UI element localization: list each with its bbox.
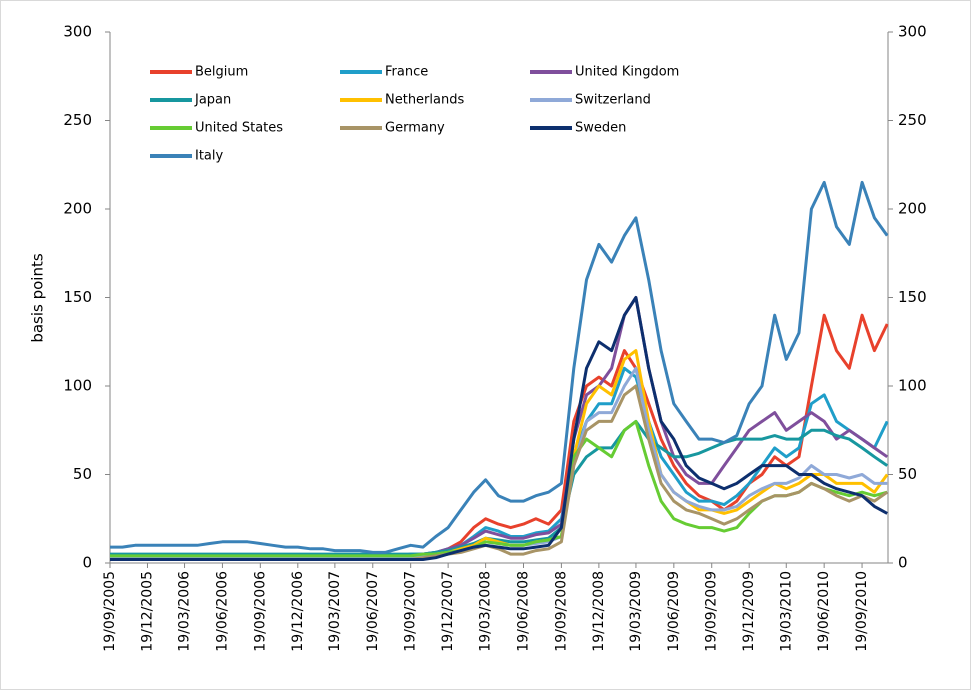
x-tick-label: 19/12/2009	[741, 571, 757, 652]
series-line	[110, 419, 889, 556]
x-tick-label: 19/09/2006	[252, 571, 268, 652]
x-tick-label: 19/06/2010	[816, 571, 832, 652]
series-line	[110, 296, 888, 561]
x-tick-label: 19/09/2008	[553, 571, 569, 652]
x-tick-label: 19/09/2005	[102, 571, 118, 652]
x-tick-label: 19/03/2010	[778, 571, 794, 652]
x-tick-label: 19/03/2008	[478, 571, 494, 652]
x-tick-label: 19/12/2007	[440, 571, 456, 652]
y-tick-label: 150	[63, 288, 92, 306]
x-tick-label: 19/06/2009	[666, 571, 682, 652]
y2-tick-label: 150	[898, 288, 927, 306]
x-tick-label: 19/03/2006	[177, 571, 193, 652]
y-tick-label: 0	[82, 554, 92, 572]
x-tick-label: 19/09/2010	[854, 571, 870, 652]
legend-label: France	[385, 65, 428, 80]
x-tick-label: 19/09/2007	[403, 571, 419, 652]
legend-label: Netherlands	[385, 93, 464, 108]
legend-label: Japan	[194, 93, 231, 108]
y2-tick-label: 300	[898, 23, 927, 41]
legend-label: United Kingdom	[575, 65, 679, 80]
legend-label: Sweden	[575, 121, 626, 136]
legend-label: Belgium	[195, 65, 248, 80]
x-tick-label: 19/03/2009	[628, 571, 644, 652]
x-tick-label: 19/09/2009	[704, 571, 720, 652]
legend-label: Germany	[385, 121, 445, 136]
y-tick-label: 200	[63, 200, 92, 218]
legend-label: United States	[195, 121, 283, 136]
x-tick-label: 19/06/2006	[214, 571, 230, 652]
legend-label: Switzerland	[575, 93, 651, 108]
legend-label: Italy	[195, 149, 224, 164]
x-tick-label: 19/06/2007	[365, 571, 381, 652]
y-tick-label: 50	[73, 465, 92, 483]
x-tick-label: 19/12/2005	[139, 571, 155, 652]
y2-tick-label: 250	[898, 111, 927, 129]
x-tick-label: 19/12/2006	[290, 571, 306, 652]
x-tick-label: 19/06/2008	[516, 571, 532, 652]
y2-tick-label: 100	[898, 377, 927, 395]
y-axis-label: basis points	[29, 253, 47, 343]
x-tick-label: 19/03/2007	[327, 571, 343, 652]
y2-tick-label: 50	[898, 465, 917, 483]
y-tick-label: 300	[63, 23, 92, 41]
y-tick-label: 250	[63, 111, 92, 129]
y2-tick-label: 0	[898, 554, 908, 572]
x-tick-label: 19/12/2008	[591, 571, 607, 652]
series-line	[110, 180, 889, 554]
y-tick-label: 100	[63, 377, 92, 395]
y2-tick-label: 200	[898, 200, 927, 218]
